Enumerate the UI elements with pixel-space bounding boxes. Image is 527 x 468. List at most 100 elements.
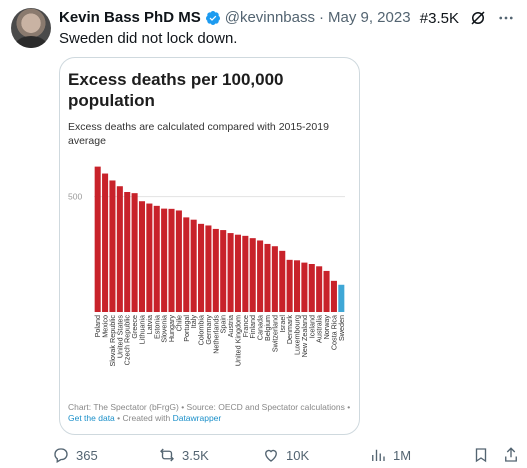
x-tick-label: Israel: [278, 315, 287, 333]
bar-united-kingdom[interactable]: [234, 234, 241, 312]
bar-switzerland[interactable]: [271, 246, 278, 312]
bar-new-zealand[interactable]: [301, 262, 308, 312]
heart-icon: [265, 449, 277, 462]
bar-belgium[interactable]: [264, 243, 271, 312]
author-name[interactable]: Kevin Bass PhD MS: [59, 9, 201, 26]
x-tick-label: Costa Rica: [329, 315, 338, 350]
chart-source-text: Chart: The Spectator (bFrgG) • Source: O…: [68, 402, 351, 412]
x-tick-label: Finland: [248, 315, 257, 339]
reply-icon: [54, 448, 68, 463]
x-tick-label: France: [241, 315, 250, 337]
action-bar: 365 3.5K 10K 1M: [52, 446, 522, 466]
bar-canada[interactable]: [257, 240, 264, 312]
x-tick-label: Poland: [93, 315, 102, 337]
x-tick-label: Portugal: [182, 315, 191, 342]
bar-australia[interactable]: [316, 266, 323, 312]
like-count: 10K: [286, 447, 310, 463]
x-tick-label: Greece: [130, 315, 139, 339]
x-tick-label: Belgium: [263, 315, 272, 341]
avatar[interactable]: [11, 8, 51, 48]
bar-estonia[interactable]: [153, 205, 160, 312]
x-tick-label: Italy: [189, 315, 198, 329]
repost-icon: [160, 448, 174, 462]
bar-costa-rica[interactable]: [330, 280, 337, 312]
reply-count: 365: [76, 447, 98, 463]
x-tick-label: Sweden: [337, 315, 346, 341]
bar-netherlands[interactable]: [212, 228, 219, 312]
bookmark-icon: [475, 448, 487, 463]
share-button[interactable]: [502, 446, 520, 464]
tweet-date[interactable]: May 9, 2023: [328, 9, 411, 26]
bar-spain[interactable]: [220, 230, 227, 312]
datawrapper-link[interactable]: Datawrapper: [172, 413, 222, 423]
bar-austria[interactable]: [227, 233, 234, 312]
grok-icon[interactable]: [469, 9, 487, 27]
more-icon[interactable]: [497, 9, 515, 27]
bar-united-states[interactable]: [116, 186, 123, 312]
x-tick-label: Estonia: [152, 315, 161, 339]
bar-slovenia[interactable]: [161, 208, 168, 312]
bar-czech-republic[interactable]: [124, 192, 131, 312]
bar-greece[interactable]: [131, 193, 138, 312]
x-tick-label: Slovenia: [160, 315, 169, 343]
x-tick-label: Netherlands: [211, 315, 220, 354]
bar-hungary[interactable]: [168, 208, 175, 312]
bar-lithuania[interactable]: [138, 201, 146, 312]
bar-iceland[interactable]: [308, 264, 315, 312]
bar-sweden[interactable]: [338, 284, 345, 312]
x-tick-label: Luxembourg: [293, 315, 302, 355]
bar-slovak-republic[interactable]: [109, 180, 116, 312]
tweet-text: Sweden did not lock down.: [59, 30, 238, 47]
bar-germany[interactable]: [205, 225, 212, 312]
x-tick-label: Iceland: [307, 315, 316, 338]
tweet-header: Kevin Bass PhD MS @kevinnbass · May 9, 2…: [59, 9, 411, 26]
x-tick-label: New Zealand: [300, 315, 309, 357]
bar-italy[interactable]: [190, 219, 197, 312]
bookmark-button[interactable]: [472, 446, 490, 464]
views-button[interactable]: 1M: [369, 446, 411, 464]
chart-title: Excess deaths per 100,000 population: [68, 70, 284, 110]
bar-denmark[interactable]: [286, 259, 293, 312]
bar-poland[interactable]: [94, 166, 101, 312]
bar-norway[interactable]: [323, 270, 330, 312]
bar-chile[interactable]: [175, 210, 182, 312]
x-tick-label: Czech Republic: [123, 315, 132, 366]
reply-button[interactable]: 365: [52, 446, 98, 464]
x-tick-label: Canada: [256, 315, 265, 340]
bar-israel[interactable]: [279, 250, 286, 312]
bar-colombia[interactable]: [198, 223, 205, 312]
x-tick-label: Spain: [219, 315, 228, 333]
bar-france[interactable]: [242, 235, 249, 312]
x-tick-label: Denmark: [285, 315, 294, 345]
x-tick-label: Colombia: [197, 315, 206, 345]
get-data-link[interactable]: Get the data: [68, 413, 115, 423]
bar-mexico[interactable]: [102, 173, 109, 312]
x-tick-label: Austria: [226, 315, 235, 337]
x-tick-label: United Kingdom: [233, 315, 242, 366]
y-tick-label: 500: [68, 192, 82, 202]
share-icon: [505, 447, 517, 462]
x-tick-label: Chile: [174, 315, 183, 331]
bar-luxembourg[interactable]: [293, 260, 301, 312]
bar-portugal[interactable]: [183, 217, 190, 312]
x-tick-label: Latvia: [145, 315, 154, 334]
chart-footer: Chart: The Spectator (bFrgG) • Source: O…: [68, 402, 353, 424]
chart-subtitle: Excess deaths are calculated compared wi…: [68, 121, 329, 147]
chart-card[interactable]: Excess deaths per 100,000 population Exc…: [59, 57, 360, 435]
x-tick-label: Slovak Republic: [108, 315, 117, 367]
x-tick-label: Switzerland: [270, 315, 279, 352]
views-icon: [372, 449, 385, 461]
repost-button[interactable]: 3.5K: [158, 446, 209, 464]
author-handle[interactable]: @kevinnbass: [224, 9, 315, 26]
verified-badge-icon[interactable]: [205, 10, 221, 26]
bar-finland[interactable]: [249, 238, 256, 312]
header-right: #3.5K: [420, 9, 515, 27]
like-button[interactable]: 10K: [262, 446, 309, 464]
separator-dot: ·: [319, 9, 324, 26]
x-tick-label: Australia: [315, 315, 324, 343]
x-tick-label: United States: [115, 315, 124, 359]
bar-latvia[interactable]: [146, 203, 153, 312]
x-tick-label: Lithuania: [137, 315, 146, 344]
x-tick-label: Hungary: [167, 315, 176, 343]
